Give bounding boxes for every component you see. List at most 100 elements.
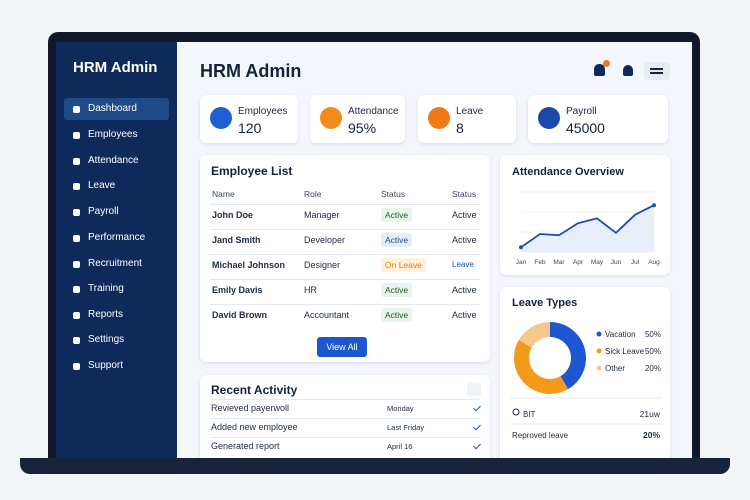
table-cell: Active: [381, 283, 413, 297]
laptop-base: [20, 458, 730, 474]
legend-label: Vacation: [605, 330, 636, 339]
menu-icon: [73, 261, 80, 268]
header-title: HRM Admin: [200, 61, 302, 81]
row-divider: [210, 437, 480, 438]
activity-icon: [467, 383, 481, 396]
menu-item[interactable]: Payroll: [88, 206, 119, 217]
x-tick-label: May: [591, 259, 604, 266]
menu-icon: [73, 158, 80, 165]
menu-item[interactable]: Training: [88, 283, 124, 294]
table-cell: HR: [304, 285, 317, 295]
menu-icon: [73, 183, 80, 190]
row-divider: [210, 304, 480, 305]
menu-item[interactable]: Recruitment: [88, 258, 142, 269]
legend-value: 20%: [645, 364, 661, 373]
point: [652, 203, 656, 208]
x-tick-label: Mar: [553, 259, 565, 266]
bell-icon[interactable]: [594, 64, 605, 76]
column-header: Name: [212, 189, 235, 199]
row-divider: [210, 418, 480, 419]
footer-label: BIT: [523, 410, 536, 419]
table-cell: Leave: [452, 260, 474, 269]
people-icon: [512, 408, 520, 416]
x-tick-label: Aug: [648, 259, 660, 266]
menu-item[interactable]: Support: [88, 360, 124, 371]
user-icon[interactable]: [623, 65, 633, 76]
x-tick-label: Jul: [631, 259, 640, 266]
table-cell: Active: [381, 208, 413, 222]
point: [519, 245, 523, 250]
menu-item[interactable]: Leave: [88, 180, 116, 191]
table-cell: Manager: [304, 210, 340, 220]
stat-icon: [428, 107, 450, 129]
legend-swatch: [596, 331, 602, 337]
view-all-button[interactable]: View All: [317, 337, 367, 357]
row-divider: [210, 229, 480, 230]
stat-label: Employees: [238, 106, 288, 117]
x-tick-label: Feb: [534, 259, 546, 266]
footer-label: Reproved leave: [512, 431, 569, 440]
menu-icon: [73, 337, 80, 344]
x-tick-label: Jun: [611, 259, 622, 266]
footer-value: 20%: [643, 430, 660, 440]
activity-date: Last Friday: [387, 423, 425, 432]
menu-item[interactable]: Attendance: [88, 155, 139, 166]
menu-icon-bars: [650, 68, 663, 74]
employee-card: [200, 155, 490, 362]
activity-text: Generated report: [211, 441, 280, 451]
stat-label: Leave: [456, 106, 484, 117]
table-cell: On Leave: [381, 258, 426, 272]
row-divider: [210, 204, 480, 205]
table-cell: Active: [452, 235, 477, 245]
menu-item[interactable]: Dashboard: [88, 103, 137, 114]
menu-item[interactable]: Employees: [88, 129, 138, 140]
table-cell: Developer: [304, 235, 346, 245]
menu-item[interactable]: Performance: [88, 232, 146, 243]
menu-icon[interactable]: [644, 62, 670, 80]
stat-label: Attendance: [348, 106, 399, 117]
pie-slice: [518, 322, 550, 348]
activity-date: April 16: [387, 442, 413, 451]
legend-swatch: [596, 365, 602, 371]
menu-icon: [73, 132, 80, 139]
table-cell: Designer: [304, 260, 341, 270]
menu-icon: [73, 106, 80, 113]
stat-icon: [210, 107, 232, 129]
table-cell: Active: [452, 210, 477, 220]
card-title: Employee List: [211, 164, 293, 178]
card-title: Recent Activity: [211, 383, 298, 397]
pie-slice: [550, 322, 587, 390]
stat-value: 45000: [566, 120, 605, 136]
menu-item[interactable]: Reports: [88, 309, 124, 320]
legend-label: Other: [605, 364, 625, 373]
menu-icon: [73, 363, 80, 370]
activity-text: Revieved payerwoll: [211, 403, 290, 413]
menu-icon: [73, 235, 80, 242]
notification-dot: [603, 60, 610, 67]
table-cell: Active: [381, 308, 413, 322]
stat-value: 120: [238, 120, 262, 136]
menu-item[interactable]: Settings: [88, 334, 125, 345]
activity-date: Monday: [387, 404, 414, 413]
footer-value: 21uw: [640, 409, 661, 419]
pie-slice: [514, 340, 568, 394]
stat-label: Payroll: [566, 106, 597, 117]
active-menu-bg: [64, 98, 169, 120]
row-divider: [210, 279, 480, 280]
x-tick-label: Jan: [516, 259, 527, 266]
column-header: Status: [452, 189, 477, 199]
row-divider: [210, 254, 480, 255]
menu-icon: [73, 312, 80, 319]
table-cell: John Doe: [212, 210, 254, 220]
column-header: Role: [304, 189, 322, 199]
line: [520, 204, 655, 248]
column-header: Status: [381, 189, 406, 199]
table-cell: Emily Davis: [212, 285, 263, 295]
table-cell: Michael Johnson: [212, 260, 286, 270]
activity-text: Added new employee: [211, 422, 298, 432]
table-cell: Jand Smith: [212, 235, 261, 245]
area: [521, 205, 654, 252]
menu-icon: [73, 209, 80, 216]
sidebar-title: HRM Admin: [73, 59, 158, 76]
